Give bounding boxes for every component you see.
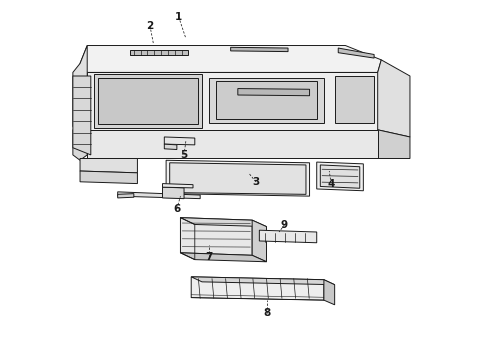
Polygon shape <box>338 48 374 58</box>
Circle shape <box>169 88 189 108</box>
Polygon shape <box>80 171 137 184</box>
Polygon shape <box>80 158 137 173</box>
Text: 4: 4 <box>327 179 335 189</box>
Polygon shape <box>320 165 360 188</box>
Polygon shape <box>378 130 410 158</box>
Circle shape <box>190 167 211 189</box>
Polygon shape <box>209 78 324 123</box>
Polygon shape <box>163 187 184 199</box>
Polygon shape <box>324 280 335 305</box>
Polygon shape <box>216 81 317 119</box>
Polygon shape <box>231 47 288 51</box>
Polygon shape <box>118 194 134 198</box>
Polygon shape <box>180 218 252 255</box>
Polygon shape <box>73 76 91 155</box>
Polygon shape <box>191 277 324 300</box>
Polygon shape <box>180 253 267 262</box>
Circle shape <box>168 138 175 144</box>
Polygon shape <box>378 60 410 137</box>
Circle shape <box>245 167 267 190</box>
Text: 3: 3 <box>252 177 259 187</box>
Polygon shape <box>164 137 195 145</box>
Polygon shape <box>73 130 87 160</box>
Polygon shape <box>130 50 188 55</box>
Text: 9: 9 <box>281 220 288 230</box>
Polygon shape <box>73 45 87 140</box>
Circle shape <box>181 104 197 120</box>
Text: 5: 5 <box>180 150 188 160</box>
Text: 7: 7 <box>205 252 213 262</box>
Polygon shape <box>163 184 193 188</box>
Text: 1: 1 <box>175 12 182 22</box>
Polygon shape <box>191 277 335 285</box>
Polygon shape <box>252 220 267 262</box>
Polygon shape <box>317 162 364 191</box>
Polygon shape <box>98 78 198 125</box>
Circle shape <box>348 172 357 181</box>
Polygon shape <box>80 45 381 72</box>
Circle shape <box>124 80 166 122</box>
Text: 6: 6 <box>173 204 180 214</box>
Polygon shape <box>238 89 310 96</box>
Polygon shape <box>170 163 306 194</box>
Circle shape <box>348 91 361 104</box>
Polygon shape <box>180 218 267 226</box>
Circle shape <box>272 172 286 186</box>
Polygon shape <box>118 192 200 199</box>
Circle shape <box>287 174 296 184</box>
Text: 2: 2 <box>147 21 153 31</box>
Circle shape <box>173 175 180 182</box>
Polygon shape <box>166 160 310 196</box>
Circle shape <box>216 167 238 189</box>
Polygon shape <box>95 74 202 128</box>
Polygon shape <box>87 130 378 158</box>
Polygon shape <box>335 76 374 123</box>
Polygon shape <box>164 144 177 149</box>
Text: 8: 8 <box>263 308 270 318</box>
Polygon shape <box>87 72 378 130</box>
Polygon shape <box>259 230 317 243</box>
